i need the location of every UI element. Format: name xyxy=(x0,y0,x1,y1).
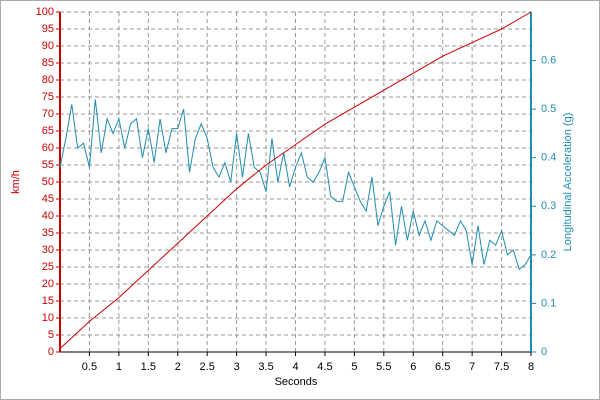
y-tick-label: 0 xyxy=(48,346,54,358)
x-tick-label: 1.5 xyxy=(141,361,156,373)
y-tick-label: 55 xyxy=(42,159,54,171)
x-tick-label: 8 xyxy=(528,361,534,373)
y2-tick-label: 0.5 xyxy=(541,103,556,115)
y-tick-label: 20 xyxy=(42,278,54,290)
x-tick-label: 7 xyxy=(469,361,475,373)
y2-tick-label: 0.2 xyxy=(541,249,556,261)
y-tick-label: 25 xyxy=(42,261,54,273)
x-tick-label: 4 xyxy=(292,361,298,373)
x-tick-label: 6 xyxy=(410,361,416,373)
y2-tick-label: 0.1 xyxy=(541,297,556,309)
x-tick-label: 1 xyxy=(116,361,122,373)
x-tick-label: 6.5 xyxy=(435,361,450,373)
y2-axis-label: Longitudinal Acceleration (g) xyxy=(562,113,574,252)
y-tick-label: 5 xyxy=(48,329,54,341)
y-axis-label: km/h xyxy=(10,170,22,194)
y2-tick-label: 0.6 xyxy=(541,54,556,66)
x-tick-label: 2 xyxy=(175,361,181,373)
y-tick-label: 10 xyxy=(42,312,54,324)
y-tick-label: 70 xyxy=(42,108,54,120)
x-tick-label: 4.5 xyxy=(317,361,332,373)
y-tick-label: 35 xyxy=(42,227,54,239)
y-tick-label: 75 xyxy=(42,91,54,103)
x-tick-label: 3 xyxy=(234,361,240,373)
y2-tick-label: 0.4 xyxy=(541,152,556,164)
y-tick-label: 50 xyxy=(42,176,54,188)
y-tick-label: 40 xyxy=(42,210,54,222)
x-tick-label: 0.5 xyxy=(82,361,97,373)
y-tick-label: 95 xyxy=(42,23,54,35)
y2-tick-label: 0.3 xyxy=(541,200,556,212)
x-axis-label: Seconds xyxy=(275,376,318,388)
x-tick-label: 5 xyxy=(351,361,357,373)
y-tick-label: 30 xyxy=(42,244,54,256)
x-tick-label: 3.5 xyxy=(258,361,273,373)
x-tick-label: 2.5 xyxy=(200,361,215,373)
y-tick-label: 15 xyxy=(42,295,54,307)
y2-tick-label: 0 xyxy=(541,346,547,358)
series-line xyxy=(59,99,532,271)
y-tick-label: 85 xyxy=(42,57,54,69)
series-line xyxy=(59,11,532,349)
x-tick-label: 5.5 xyxy=(376,361,391,373)
y-tick-label: 60 xyxy=(42,142,54,154)
y-tick-label: 90 xyxy=(42,40,54,52)
x-tick-label: 7.5 xyxy=(494,361,509,373)
y-tick-label: 65 xyxy=(42,125,54,137)
y-tick-label: 100 xyxy=(36,6,54,18)
y-tick-label: 80 xyxy=(42,74,54,86)
y-tick-label: 45 xyxy=(42,193,54,205)
